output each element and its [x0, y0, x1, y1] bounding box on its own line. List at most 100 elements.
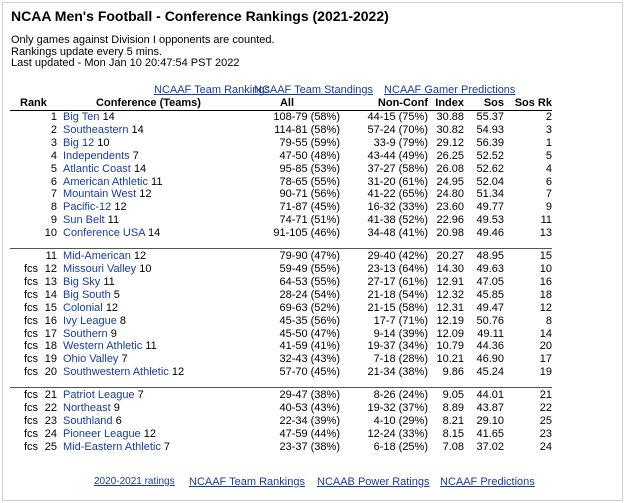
col-header-sos[interactable]: Sos	[483, 97, 504, 109]
table-row: 3 Big 12 10 79-55 (59%) 33-9 (79%) 29.12 56.3…	[10, 137, 552, 150]
conference-rankings-table: Rank Conference (Teams) All Non-Conf Ind…	[10, 97, 552, 454]
rank-number: 13	[44, 275, 57, 288]
col-header-rank[interactable]: Rank	[20, 97, 47, 109]
link-ncaab-power-ratings[interactable]: NCAAB Power Ratings	[317, 476, 430, 488]
col-header-sos-rank[interactable]: Sos Rk	[514, 97, 552, 109]
conference-cell: Southeastern 14	[63, 124, 234, 137]
sos-rank-value: 16	[539, 275, 552, 288]
sos-rank-value: 15	[539, 250, 552, 263]
link-ncaaf-gamer-predictions[interactable]: NCAAF Gamer Predictions	[384, 84, 516, 96]
nonconf-record: 41-22 (65%)	[367, 188, 428, 201]
conference-cell: Conference USA 14	[63, 227, 234, 240]
sos-rank-value: 6	[545, 175, 552, 188]
table-row: fcs 23 Southland 6 22-34 (39%) 4-10 (29%) 8.2…	[10, 415, 552, 428]
conference-link[interactable]: Atlantic Coast	[63, 162, 131, 175]
rank-number: 22	[44, 402, 57, 415]
sos-rank-value: 10	[539, 262, 552, 275]
conference-link[interactable]: Patriot League	[63, 389, 135, 402]
conference-cell: Pioneer League 12	[63, 428, 234, 441]
conference-cell: Mountain West 12	[63, 188, 234, 201]
all-record: 57-70 (45%)	[279, 366, 340, 379]
rank-fcs-label: fcs	[23, 275, 38, 288]
nonconf-record: 7-18 (28%)	[373, 353, 428, 366]
conference-link[interactable]: Western Athletic	[63, 340, 143, 353]
conference-link[interactable]: Mountain West	[63, 188, 137, 201]
table-row: 1 Big Ten 14 108-79 (58%) 44-15 (75%) 30.88 5…	[10, 111, 552, 124]
nonconf-record: 31-20 (61%)	[367, 175, 428, 188]
rank-fcs-label: fcs	[23, 366, 38, 379]
conference-link[interactable]: Ivy League	[63, 314, 117, 327]
rank-number: 7	[50, 188, 57, 201]
sos-rank-value: 2	[545, 111, 552, 123]
sos-value: 56.39	[476, 136, 504, 149]
conference-link[interactable]: Southwestern Athletic	[63, 366, 169, 379]
conference-link[interactable]: Southern	[63, 327, 108, 340]
sos-rank-value: 11	[540, 214, 552, 227]
conference-link[interactable]: Big Sky	[63, 275, 101, 288]
index-value: 8.89	[442, 402, 464, 415]
spacer-cell	[10, 240, 552, 249]
index-value: 24.95	[436, 175, 464, 188]
nonconf-record: 37-27 (58%)	[367, 162, 428, 175]
team-count: 14	[102, 111, 115, 123]
conference-link[interactable]: Missouri Valley	[63, 262, 137, 275]
conference-link[interactable]: Pioneer League	[63, 427, 141, 440]
conference-link[interactable]: American Athletic	[63, 175, 148, 188]
link-ncaaf-team-standings[interactable]: NCAAF Team Standings	[254, 84, 374, 96]
conference-link[interactable]: Big 12	[63, 136, 95, 149]
conference-link[interactable]: Conference USA	[63, 227, 145, 240]
table-body: 1 Big Ten 14 108-79 (58%) 44-15 (75%) 30.88 5…	[10, 111, 552, 454]
rank-fcs-label	[10, 176, 40, 189]
conference-link[interactable]: Independents	[63, 149, 130, 162]
col-header-conference[interactable]: Conference (Teams)	[96, 97, 201, 109]
conference-link[interactable]: Big Ten	[63, 111, 100, 123]
table-row: fcs 20 Southwestern Athletic 12 57-70 (45%)…	[10, 366, 552, 379]
col-header-index[interactable]: Index	[435, 97, 464, 109]
team-count: 7	[121, 353, 128, 366]
table-row: fcs 12 Missouri Valley 10 59-49 (55%) 23-13 …	[10, 263, 552, 276]
table-row: fcs 19 Ohio Valley 7 32-43 (43%) 7-18 (28%) 1…	[10, 353, 552, 366]
conference-link[interactable]: Pacific-12	[63, 201, 112, 214]
team-count: 11	[107, 214, 120, 227]
sos-rank-value: 14	[539, 327, 552, 340]
all-record: 41-59 (41%)	[279, 340, 340, 353]
col-header-all[interactable]: All	[279, 97, 295, 109]
rank-number: 4	[50, 149, 57, 162]
conference-link[interactable]: Northeast	[63, 402, 111, 415]
index-value: 8.15	[442, 427, 464, 440]
conference-link[interactable]: Big South	[63, 288, 111, 301]
conference-cell: Missouri Valley 10	[63, 263, 234, 276]
col-header-nonconf[interactable]: Non-Conf	[377, 97, 428, 109]
conference-link[interactable]: Sun Belt	[63, 214, 105, 227]
nonconf-record: 16-32 (33%)	[367, 201, 428, 214]
all-record: 47-59 (44%)	[279, 427, 340, 440]
conference-link[interactable]: Ohio Valley	[63, 353, 119, 366]
nonconf-record: 21-18 (54%)	[367, 288, 428, 301]
conference-cell: Pacific-12 12	[63, 201, 234, 214]
nonconf-record: 21-15 (58%)	[367, 301, 428, 314]
conference-link[interactable]: Mid-American	[63, 250, 131, 263]
index-value: 12.19	[436, 314, 464, 327]
link-ncaaf-team-rankings[interactable]: NCAAF Team Rankings	[154, 84, 270, 96]
conference-link[interactable]: Southland	[63, 414, 113, 427]
sos-rank-value: 25	[539, 414, 552, 427]
rank-number: 8	[50, 201, 57, 214]
all-record: 78-65 (55%)	[279, 175, 340, 188]
all-record: 40-53 (43%)	[279, 402, 340, 415]
table-row: fcs 25 Mid-Eastern Athletic 7 23-37 (38%) 6-…	[10, 441, 552, 454]
table-row: fcs 18 Western Athletic 11 41-59 (41%) 19-37…	[10, 340, 552, 353]
team-count: 10	[97, 136, 110, 149]
sos-value: 49.77	[476, 201, 504, 214]
table-row: fcs 24 Pioneer League 12 47-59 (44%) 12-24 (…	[10, 428, 552, 441]
all-record: 32-43 (43%)	[279, 353, 340, 366]
conference-link[interactable]: Mid-Eastern Athletic	[63, 440, 161, 453]
link-prior-season-ratings[interactable]: 2020-2021 ratings	[94, 476, 175, 487]
link-ncaaf-team-rankings-bottom[interactable]: NCAAF Team Rankings	[189, 476, 305, 488]
index-value: 20.27	[436, 250, 464, 263]
conference-link[interactable]: Southeastern	[63, 123, 129, 136]
info-line-last-updated: Last updated - Mon Jan 10 20:47:54 PST 2…	[11, 57, 240, 69]
link-ncaaf-predictions[interactable]: NCAAF Predictions	[440, 476, 535, 488]
nonconf-record: 41-38 (52%)	[367, 214, 428, 227]
team-count: 12	[143, 427, 156, 440]
conference-link[interactable]: Colonial	[63, 301, 103, 314]
